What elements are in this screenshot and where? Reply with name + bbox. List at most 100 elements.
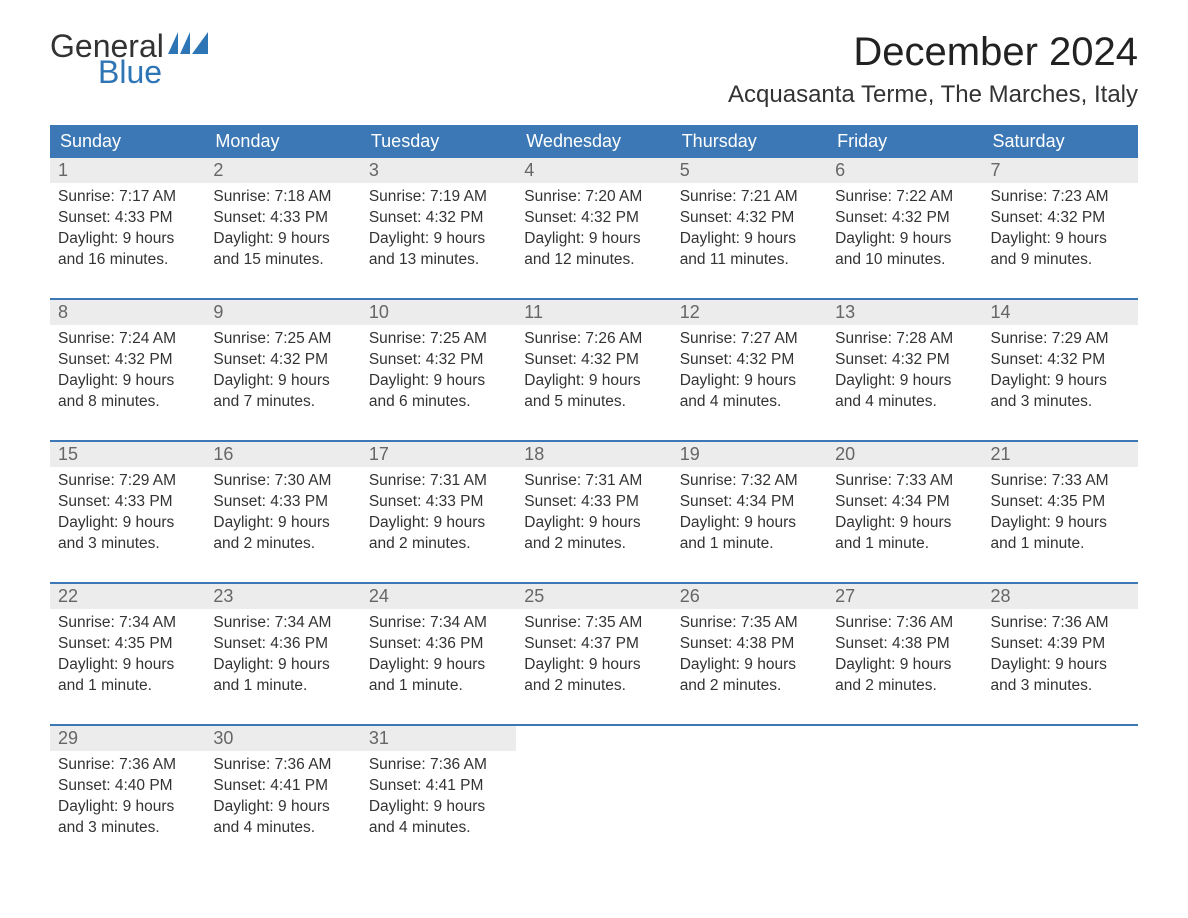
day-number: 14 bbox=[983, 300, 1138, 325]
calendar-cell: 15Sunrise: 7:29 AMSunset: 4:33 PMDayligh… bbox=[50, 442, 205, 562]
day-d1: Daylight: 9 hours bbox=[524, 371, 663, 392]
day-sunrise: Sunrise: 7:31 AM bbox=[369, 471, 508, 492]
day-sunrise: Sunrise: 7:33 AM bbox=[835, 471, 974, 492]
day-sunset: Sunset: 4:38 PM bbox=[835, 634, 974, 655]
day-number: 26 bbox=[672, 584, 827, 609]
day-sunrise: Sunrise: 7:27 AM bbox=[680, 329, 819, 350]
day-header: Sunday bbox=[50, 125, 205, 158]
day-info: Sunrise: 7:23 AMSunset: 4:32 PMDaylight:… bbox=[983, 183, 1138, 275]
day-sunset: Sunset: 4:32 PM bbox=[991, 208, 1130, 229]
day-d2: and 2 minutes. bbox=[524, 534, 663, 555]
day-sunrise: Sunrise: 7:34 AM bbox=[213, 613, 352, 634]
day-info: Sunrise: 7:34 AMSunset: 4:35 PMDaylight:… bbox=[50, 609, 205, 701]
day-sunrise: Sunrise: 7:31 AM bbox=[524, 471, 663, 492]
day-number: 5 bbox=[672, 158, 827, 183]
day-sunset: Sunset: 4:32 PM bbox=[991, 350, 1130, 371]
day-d1: Daylight: 9 hours bbox=[58, 513, 197, 534]
day-d1: Daylight: 9 hours bbox=[835, 229, 974, 250]
calendar-cell: 8Sunrise: 7:24 AMSunset: 4:32 PMDaylight… bbox=[50, 300, 205, 420]
calendar-cell: 29Sunrise: 7:36 AMSunset: 4:40 PMDayligh… bbox=[50, 726, 205, 846]
day-number: 20 bbox=[827, 442, 982, 467]
day-d1: Daylight: 9 hours bbox=[213, 371, 352, 392]
title-block: December 2024 Acquasanta Terme, The Marc… bbox=[728, 30, 1138, 109]
day-d2: and 6 minutes. bbox=[369, 392, 508, 413]
day-d2: and 1 minute. bbox=[213, 676, 352, 697]
day-info: Sunrise: 7:32 AMSunset: 4:34 PMDaylight:… bbox=[672, 467, 827, 559]
day-d1: Daylight: 9 hours bbox=[369, 513, 508, 534]
day-sunset: Sunset: 4:32 PM bbox=[835, 208, 974, 229]
day-info: Sunrise: 7:36 AMSunset: 4:41 PMDaylight:… bbox=[361, 751, 516, 843]
day-sunset: Sunset: 4:34 PM bbox=[680, 492, 819, 513]
day-sunset: Sunset: 4:38 PM bbox=[680, 634, 819, 655]
day-d1: Daylight: 9 hours bbox=[835, 371, 974, 392]
day-info: Sunrise: 7:30 AMSunset: 4:33 PMDaylight:… bbox=[205, 467, 360, 559]
day-info: Sunrise: 7:28 AMSunset: 4:32 PMDaylight:… bbox=[827, 325, 982, 417]
day-info: Sunrise: 7:33 AMSunset: 4:35 PMDaylight:… bbox=[983, 467, 1138, 559]
calendar-cell: 2Sunrise: 7:18 AMSunset: 4:33 PMDaylight… bbox=[205, 158, 360, 278]
calendar-cell: 7Sunrise: 7:23 AMSunset: 4:32 PMDaylight… bbox=[983, 158, 1138, 278]
day-header: Wednesday bbox=[516, 125, 671, 158]
day-header-row: Sunday Monday Tuesday Wednesday Thursday… bbox=[50, 125, 1138, 158]
day-sunrise: Sunrise: 7:36 AM bbox=[835, 613, 974, 634]
day-header: Thursday bbox=[672, 125, 827, 158]
calendar-cell: 22Sunrise: 7:34 AMSunset: 4:35 PMDayligh… bbox=[50, 584, 205, 704]
day-d1: Daylight: 9 hours bbox=[213, 229, 352, 250]
day-number: 6 bbox=[827, 158, 982, 183]
day-info: Sunrise: 7:35 AMSunset: 4:38 PMDaylight:… bbox=[672, 609, 827, 701]
day-sunrise: Sunrise: 7:36 AM bbox=[213, 755, 352, 776]
day-d2: and 8 minutes. bbox=[58, 392, 197, 413]
day-d1: Daylight: 9 hours bbox=[369, 797, 508, 818]
day-info: Sunrise: 7:26 AMSunset: 4:32 PMDaylight:… bbox=[516, 325, 671, 417]
day-sunrise: Sunrise: 7:34 AM bbox=[369, 613, 508, 634]
day-d2: and 1 minute. bbox=[835, 534, 974, 555]
day-sunset: Sunset: 4:36 PM bbox=[213, 634, 352, 655]
day-number: 16 bbox=[205, 442, 360, 467]
day-info: Sunrise: 7:36 AMSunset: 4:41 PMDaylight:… bbox=[205, 751, 360, 843]
day-sunset: Sunset: 4:36 PM bbox=[369, 634, 508, 655]
day-header: Monday bbox=[205, 125, 360, 158]
day-d1: Daylight: 9 hours bbox=[680, 371, 819, 392]
day-number: 11 bbox=[516, 300, 671, 325]
week-row: 22Sunrise: 7:34 AMSunset: 4:35 PMDayligh… bbox=[50, 582, 1138, 704]
day-d2: and 16 minutes. bbox=[58, 250, 197, 271]
day-sunrise: Sunrise: 7:32 AM bbox=[680, 471, 819, 492]
day-sunrise: Sunrise: 7:19 AM bbox=[369, 187, 508, 208]
day-sunrise: Sunrise: 7:22 AM bbox=[835, 187, 974, 208]
calendar: Sunday Monday Tuesday Wednesday Thursday… bbox=[50, 125, 1138, 846]
day-d2: and 13 minutes. bbox=[369, 250, 508, 271]
calendar-cell: 1Sunrise: 7:17 AMSunset: 4:33 PMDaylight… bbox=[50, 158, 205, 278]
day-info: Sunrise: 7:19 AMSunset: 4:32 PMDaylight:… bbox=[361, 183, 516, 275]
day-info: Sunrise: 7:17 AMSunset: 4:33 PMDaylight:… bbox=[50, 183, 205, 275]
day-sunset: Sunset: 4:37 PM bbox=[524, 634, 663, 655]
calendar-cell: 26Sunrise: 7:35 AMSunset: 4:38 PMDayligh… bbox=[672, 584, 827, 704]
day-sunset: Sunset: 4:33 PM bbox=[213, 208, 352, 229]
day-sunset: Sunset: 4:32 PM bbox=[369, 350, 508, 371]
day-d1: Daylight: 9 hours bbox=[213, 513, 352, 534]
day-d2: and 2 minutes. bbox=[680, 676, 819, 697]
calendar-cell: 9Sunrise: 7:25 AMSunset: 4:32 PMDaylight… bbox=[205, 300, 360, 420]
day-d2: and 1 minute. bbox=[680, 534, 819, 555]
calendar-cell bbox=[516, 726, 671, 846]
day-d2: and 4 minutes. bbox=[835, 392, 974, 413]
calendar-cell: 30Sunrise: 7:36 AMSunset: 4:41 PMDayligh… bbox=[205, 726, 360, 846]
day-number: 22 bbox=[50, 584, 205, 609]
day-info: Sunrise: 7:18 AMSunset: 4:33 PMDaylight:… bbox=[205, 183, 360, 275]
calendar-cell: 3Sunrise: 7:19 AMSunset: 4:32 PMDaylight… bbox=[361, 158, 516, 278]
day-info: Sunrise: 7:21 AMSunset: 4:32 PMDaylight:… bbox=[672, 183, 827, 275]
day-sunrise: Sunrise: 7:29 AM bbox=[991, 329, 1130, 350]
day-d2: and 1 minute. bbox=[369, 676, 508, 697]
day-d1: Daylight: 9 hours bbox=[835, 655, 974, 676]
day-info: Sunrise: 7:29 AMSunset: 4:33 PMDaylight:… bbox=[50, 467, 205, 559]
day-d2: and 2 minutes. bbox=[835, 676, 974, 697]
calendar-cell: 4Sunrise: 7:20 AMSunset: 4:32 PMDaylight… bbox=[516, 158, 671, 278]
day-header: Tuesday bbox=[361, 125, 516, 158]
day-number: 1 bbox=[50, 158, 205, 183]
week-row: 1Sunrise: 7:17 AMSunset: 4:33 PMDaylight… bbox=[50, 158, 1138, 278]
day-sunset: Sunset: 4:32 PM bbox=[680, 208, 819, 229]
day-sunset: Sunset: 4:32 PM bbox=[524, 350, 663, 371]
day-sunrise: Sunrise: 7:21 AM bbox=[680, 187, 819, 208]
day-d1: Daylight: 9 hours bbox=[991, 371, 1130, 392]
day-sunset: Sunset: 4:33 PM bbox=[58, 208, 197, 229]
day-d2: and 7 minutes. bbox=[213, 392, 352, 413]
day-sunrise: Sunrise: 7:29 AM bbox=[58, 471, 197, 492]
